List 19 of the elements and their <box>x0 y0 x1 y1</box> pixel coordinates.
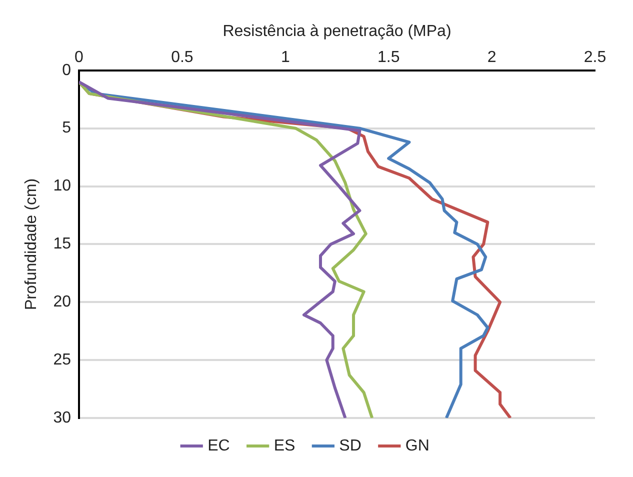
legend-label: ES <box>274 437 296 454</box>
y-tick-label: 20 <box>53 294 72 311</box>
x-tick-label: 1.5 <box>377 49 400 66</box>
legend-label: EC <box>208 437 230 454</box>
legend-label: SD <box>339 437 362 454</box>
x-tick-label: 0.5 <box>171 49 194 66</box>
y-tick-label: 5 <box>62 120 72 137</box>
y-tick-label: 15 <box>53 236 72 253</box>
y-axis-title: Profundidade (cm) <box>23 178 40 310</box>
x-tick-label: 1 <box>280 49 290 66</box>
x-tick-label: 2 <box>487 49 496 66</box>
x-axis-title: Resistência à penetração (MPa) <box>222 23 452 40</box>
y-tick-label: 0 <box>62 62 72 79</box>
x-tick-label: 2.5 <box>584 49 606 66</box>
y-tick-label: 25 <box>53 351 72 368</box>
legend-label: GN <box>405 437 430 454</box>
x-tick-label: 0 <box>74 49 84 66</box>
y-tick-label: 10 <box>53 178 72 195</box>
y-tick-label: 30 <box>53 409 72 426</box>
